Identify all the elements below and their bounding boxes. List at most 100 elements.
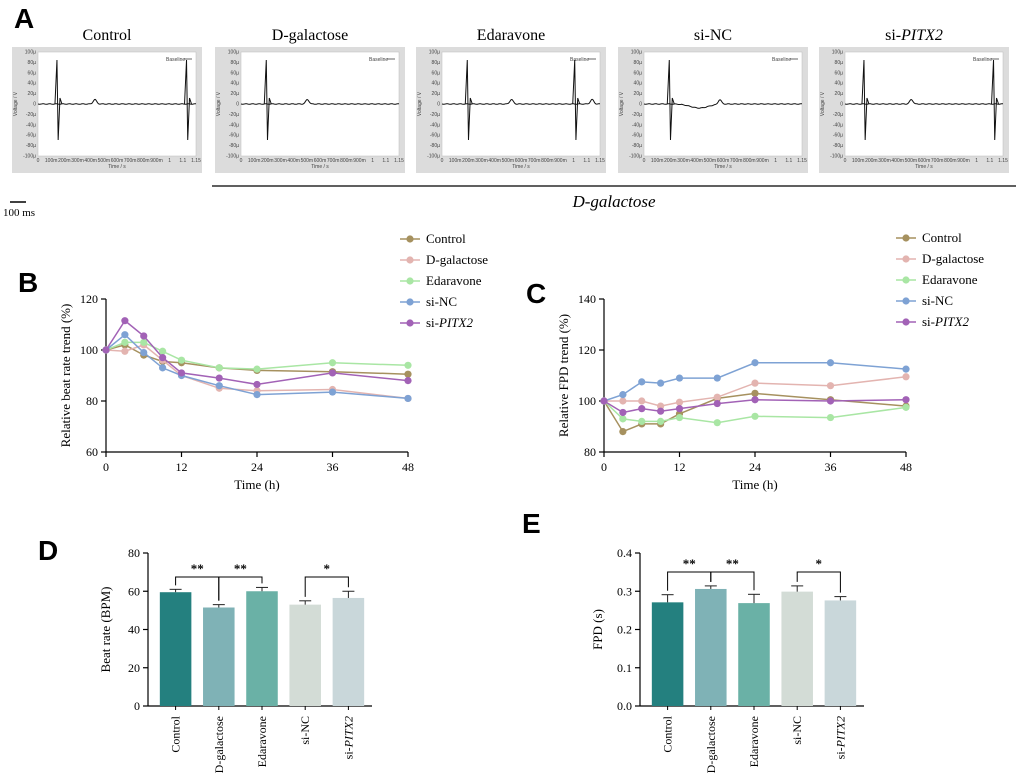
series-point-si-NC: [215, 382, 223, 390]
x-tick-label: D-galactose: [704, 716, 718, 773]
condition-title-4: si-PITX2: [885, 27, 943, 44]
recording-xtick: 1: [572, 158, 575, 164]
recording-xaxis-title: Time / s: [311, 164, 329, 170]
series-point-si-PITX2: [177, 369, 186, 377]
recording-xtick: 1.1: [986, 158, 993, 164]
recording-xtick: 300m: [274, 158, 287, 164]
series-point-si-PITX2: [328, 369, 337, 377]
x-tick-label: Control: [169, 715, 183, 752]
y-tick-label: 80: [86, 394, 98, 408]
x-tick-label: si-PITX2: [341, 716, 355, 759]
recording-ytick: 60µ: [28, 70, 37, 76]
recording-yaxis-title: Voltage / V: [417, 91, 423, 116]
recording-xtick: 800m: [944, 158, 957, 164]
recording-ytick: -80µ: [632, 143, 642, 149]
recording-xtick: 1.15: [797, 158, 807, 164]
legend-marker: [406, 235, 414, 243]
recording-ytick: 100µ: [25, 50, 36, 56]
recording-xtick: 400m: [891, 158, 904, 164]
legend-label: Edaravone: [426, 273, 482, 288]
recording-xtick: 200m: [261, 158, 274, 164]
legend-marker: [902, 234, 910, 242]
series-point-Edaravone: [826, 413, 835, 422]
bar-Control: [159, 592, 192, 706]
recording-ytick: 60µ: [432, 70, 441, 76]
y-tick-label: 120: [80, 292, 98, 306]
group-label: D-galactose: [571, 192, 656, 211]
recording-xtick: 1: [168, 158, 171, 164]
recording-legend: Baseline: [369, 57, 388, 63]
series-point-si-PITX2: [657, 407, 665, 415]
recording-ytick: -100µ: [629, 154, 642, 160]
recording-xtick: 800m: [137, 158, 150, 164]
x-tick-label: 36: [327, 460, 339, 474]
panel-label-e: E: [522, 508, 541, 539]
recording-xtick: 600m: [515, 158, 528, 164]
recording-xtick: 700m: [730, 158, 743, 164]
y-tick-label: 60: [86, 445, 98, 459]
significance-label: *: [324, 561, 331, 576]
x-tick-label: si-NC: [298, 716, 312, 745]
condition-title-1: D-galactose: [272, 27, 348, 44]
recording-xtick: 0: [240, 158, 243, 164]
recording-xtick: 700m: [931, 158, 944, 164]
series-point-Control: [404, 370, 412, 378]
bar-Edaravone: [738, 603, 770, 706]
recording-ytick: 40µ: [835, 81, 844, 87]
y-tick-label: 0.1: [617, 661, 632, 675]
recording-ytick: 60µ: [634, 70, 643, 76]
recording-xtick: 900m: [554, 158, 567, 164]
recording-ytick: 80µ: [634, 60, 643, 66]
recording-xtick: 600m: [111, 158, 124, 164]
legend-marker: [406, 319, 414, 327]
series-point-Edaravone: [619, 415, 627, 423]
recording-ytick: 0: [236, 102, 239, 108]
recording-ytick: -20µ: [430, 112, 440, 118]
y-tick-label: 0.4: [617, 546, 632, 560]
recording-spike: [666, 59, 675, 141]
series-point-Edaravone: [177, 356, 186, 364]
legend-label: si-NC: [426, 294, 457, 309]
recording-xtick: 200m: [58, 158, 71, 164]
recording-legend: Baseline: [973, 57, 992, 63]
x-tick-label: 36: [825, 460, 837, 474]
legend-label: D-galactose: [922, 251, 984, 266]
recording-xaxis-title: Time / s: [108, 164, 126, 170]
significance-label: **: [191, 561, 204, 576]
recording-xtick: 200m: [865, 158, 878, 164]
bar-si-NC: [289, 604, 321, 706]
series-point-si-PITX2: [902, 396, 910, 404]
y-tick-label: 20: [128, 661, 140, 675]
recording-ytick: -40µ: [632, 122, 642, 128]
recording-xtick: 600m: [918, 158, 931, 164]
significance-bracket: [796, 571, 841, 593]
recording-ytick: 0: [33, 102, 36, 108]
recording-xtick: 600m: [314, 158, 327, 164]
y-tick-label: 0.2: [617, 623, 632, 637]
legend-label: si-PITX2: [922, 314, 969, 329]
recording-xtick: 500m: [905, 158, 918, 164]
recording-ytick: 80µ: [432, 60, 441, 66]
significance-bracket: [218, 576, 263, 601]
recording-spike: [263, 59, 272, 141]
bar-Control: [651, 602, 684, 706]
recording-xtick: 900m: [756, 158, 769, 164]
series-point-Edaravone: [657, 417, 665, 425]
chart-b-beat-rate-trend: 60 80 100 120 0 12 24 36 48 Time (h) Relative beat…: [58, 231, 488, 492]
recording-xtick: 700m: [528, 158, 541, 164]
x-tick-label: Edaravone: [255, 716, 269, 767]
recording-ytick: 20µ: [634, 91, 643, 97]
series-point-Control: [751, 389, 759, 397]
recording-xtick: 400m: [287, 158, 300, 164]
series-point-Edaravone: [215, 364, 223, 372]
series-point-Edaravone: [902, 403, 910, 411]
series-point-D-galactose: [619, 397, 627, 405]
recording-xtick: 0: [844, 158, 847, 164]
series-point-si-PITX2: [600, 397, 608, 405]
recording-yaxis-title: Voltage / V: [820, 91, 826, 116]
scale-bar-label: 100 ms: [3, 207, 35, 219]
y-axis-title: Relative FPD trend (%): [556, 314, 571, 437]
recording-ytick: 80µ: [28, 60, 37, 66]
series-point-si-PITX2: [619, 408, 627, 417]
recording-xtick: 200m: [462, 158, 475, 164]
